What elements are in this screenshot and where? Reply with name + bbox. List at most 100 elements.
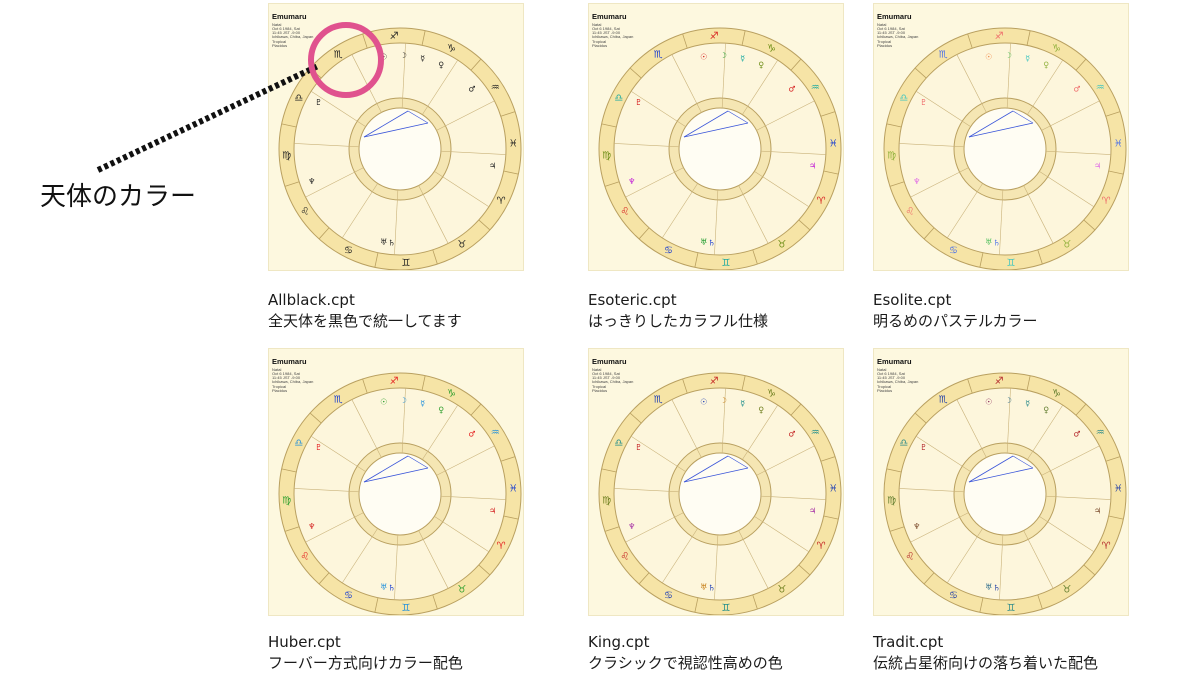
wheel-group: ♈ ♉ ♊ ♋ ♌ ♍ ♎ ♏ ♐ ♑ ♒ ♓ ☉ ☽ ☿ ♀ ♂ ♃ ♄♅ ♆ ♇ — [883, 372, 1127, 615]
house-cusp — [436, 445, 495, 476]
theme-description: はっきりしたカラフル仕様 — [588, 312, 769, 330]
sign-divider — [889, 526, 905, 532]
chart-time: 11:45 JST -9:00 — [592, 375, 621, 381]
sign-divider — [421, 30, 426, 46]
chart-title: Emumaru — [272, 357, 307, 366]
sign-divider — [967, 33, 973, 49]
house-cusp — [999, 534, 1004, 600]
sign-divider — [923, 572, 935, 585]
chart-type: Natal — [877, 366, 887, 372]
chart-date: Oct 6 1984, Sat — [877, 370, 905, 376]
planet-glyph: ☽ — [1005, 51, 1012, 60]
sign-divider — [318, 572, 330, 585]
house-cusp — [440, 495, 506, 500]
planet-glyph: ☽ — [400, 51, 407, 60]
sign-divider — [309, 412, 322, 424]
chart-house-system: Placidus — [272, 387, 288, 393]
chart-zodiac: Tropical — [592, 383, 607, 389]
house-cusp — [738, 530, 769, 589]
planet-glyph: ♃ — [809, 506, 816, 515]
planet-glyph: ☿ — [1025, 399, 1030, 408]
aspect-line — [683, 110, 729, 138]
house-cusp — [625, 167, 684, 198]
zodiac-sign-glyph: ♈ — [497, 541, 506, 552]
house-cusp — [662, 183, 698, 239]
house-cusp — [1039, 171, 1095, 207]
house-cusp — [1039, 516, 1095, 552]
zodiac-sign-glyph: ♐ — [995, 376, 1004, 387]
aspect-line — [1012, 455, 1034, 469]
wheel-group: ♈ ♉ ♊ ♋ ♌ ♍ ♎ ♏ ♐ ♑ ♒ ♓ ☉ ☽ ☿ ♀ ♂ ♃ ♄♅ ♆ ♇ — [278, 27, 522, 270]
house-cusp — [401, 43, 406, 109]
planet-glyph: ☉ — [380, 52, 387, 61]
chart-time: 11:45 JST -9:00 — [877, 30, 906, 36]
sign-divider — [914, 412, 927, 424]
chart-zodiac: Tropical — [592, 38, 607, 44]
zodiac-sign-glyph: ♓ — [829, 139, 838, 150]
sign-divider — [790, 403, 802, 416]
sign-divider — [823, 515, 839, 520]
planet-glyph: ♆ — [913, 177, 920, 186]
house-cusp — [899, 488, 965, 493]
house-cusp — [899, 143, 965, 148]
zodiac-sign-glyph: ♌ — [300, 551, 309, 562]
house-cusp — [1006, 388, 1011, 454]
house-cusp — [310, 436, 366, 472]
sign-divider — [886, 468, 902, 473]
zodiac-sign-glyph: ♒ — [491, 83, 500, 94]
house-cusp — [422, 404, 458, 460]
chart-type: Natal — [877, 21, 887, 27]
sign-divider — [886, 123, 902, 128]
zodiac-sign-glyph: ♐ — [710, 376, 719, 387]
sign-divider — [470, 403, 482, 416]
natal-chart-wheel: ♈ ♉ ♊ ♋ ♌ ♍ ♎ ♏ ♐ ♑ ♒ ♓ ☉ ☽ ☿ ♀ ♂ ♃ ♄♅ ♆ ♇ — [598, 27, 842, 270]
house-cusp — [910, 512, 969, 543]
planet-glyph: ☿ — [740, 54, 745, 63]
planet-glyph: ♄ — [993, 239, 1000, 248]
sign-divider — [741, 375, 746, 391]
house-cusp — [956, 54, 987, 113]
house-cusp — [614, 143, 680, 148]
zodiac-sign-glyph: ♊ — [721, 258, 730, 269]
aspect-line — [407, 110, 429, 124]
planet-glyph: ☽ — [400, 396, 407, 405]
sign-divider — [284, 181, 300, 187]
chart-panel-esoteric: ♈ ♉ ♊ ♋ ♌ ♍ ♎ ♏ ♐ ♑ ♒ ♓ ☉ ☽ ☿ ♀ ♂ ♃ ♄ ♅ ♆ ♇ Emumaru Natal Oct… — [588, 3, 844, 271]
aspect-circle — [963, 452, 1047, 536]
zodiac-sign-glyph: ♍ — [887, 150, 896, 161]
planet-glyph: ☿ — [740, 399, 745, 408]
planet-glyph: ☿ — [420, 54, 425, 63]
sign-divider — [1026, 375, 1031, 391]
planet-glyph: ☉ — [985, 52, 992, 61]
zodiac-sign-glyph: ♈ — [497, 196, 506, 207]
house-cusp — [721, 388, 726, 454]
planet-glyph: ♀ — [1043, 61, 1049, 70]
zodiac-sign-glyph: ♋ — [344, 246, 353, 257]
zodiac-sign-glyph: ♈ — [817, 196, 826, 207]
chart-time: 11:45 JST -9:00 — [272, 30, 301, 36]
chart-title: Emumaru — [592, 357, 627, 366]
planet-glyph: ♂ — [1073, 430, 1080, 439]
zodiac-sign-glyph: ♑ — [767, 43, 776, 54]
planet-glyph: ♃ — [489, 506, 496, 515]
house-cusp — [342, 528, 378, 584]
chart-house-system: Placidus — [272, 42, 288, 48]
sign-divider — [1108, 170, 1124, 175]
theme-caption-esolite: Esolite.cpt 明るめのパステルカラー — [873, 290, 1173, 332]
zodiac-sign-glyph: ♏ — [939, 394, 948, 405]
chart-title: Emumaru — [592, 12, 627, 21]
aspect-line — [363, 467, 429, 483]
chart-header: Emumaru Natal Oct 6 1984, Sat 11:45 JST … — [877, 351, 918, 393]
aspect-line — [727, 455, 749, 469]
aspect-line — [363, 110, 409, 138]
aspect-circle — [678, 107, 762, 191]
planet-glyph: ♇ — [920, 98, 927, 107]
zodiac-sign-glyph: ♓ — [509, 139, 518, 150]
theme-description: フーバー方式向けカラー配色 — [268, 654, 463, 672]
aspect-line — [968, 122, 1034, 138]
sign-divider — [638, 227, 650, 240]
planet-glyph: ♆ — [308, 522, 315, 531]
house-cusp — [742, 404, 778, 460]
zodiac-sign-glyph: ♒ — [811, 83, 820, 94]
zodiac-sign-glyph: ♊ — [721, 603, 730, 614]
